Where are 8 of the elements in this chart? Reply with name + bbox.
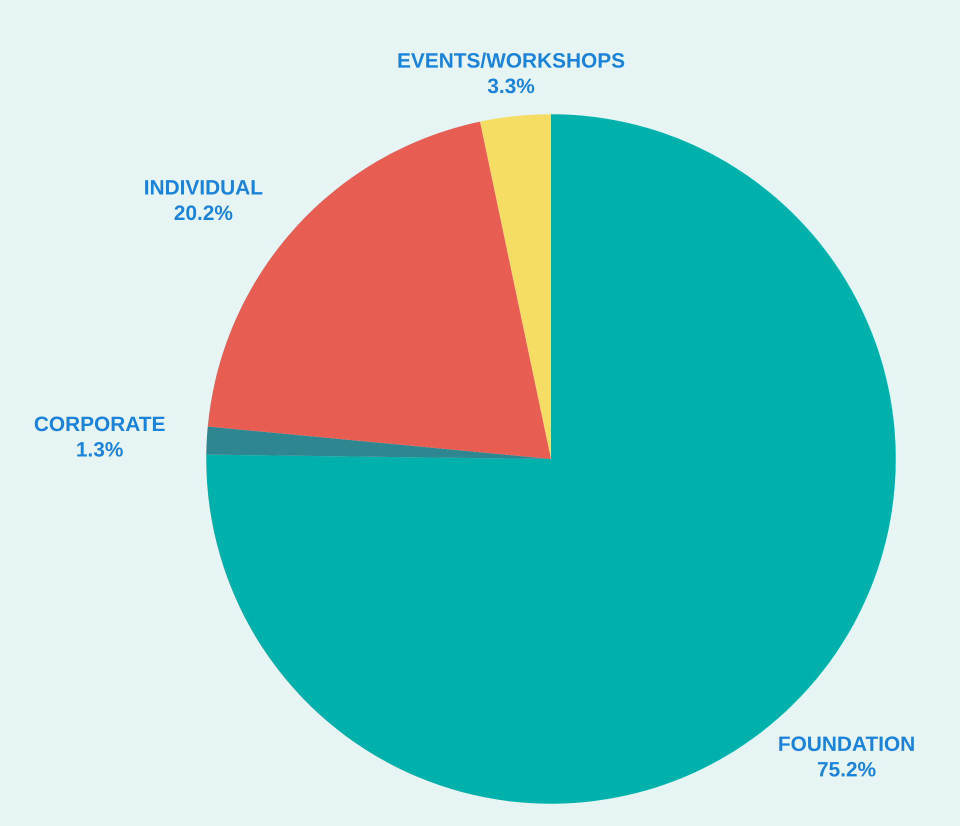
slice-label: EVENTS/WORKSHOPS: [398, 52, 624, 68]
slice-label: INDIVIDUAL: [145, 180, 262, 195]
data-label: 3.3%: [488, 78, 534, 94]
slice-label: FOUNDATION: [779, 736, 914, 752]
data-label: 1.3%: [77, 442, 123, 457]
data-label: 75.2%: [818, 762, 876, 777]
slice-label: CORPORATE: [34, 416, 165, 432]
data-label: 20.2%: [174, 205, 232, 220]
